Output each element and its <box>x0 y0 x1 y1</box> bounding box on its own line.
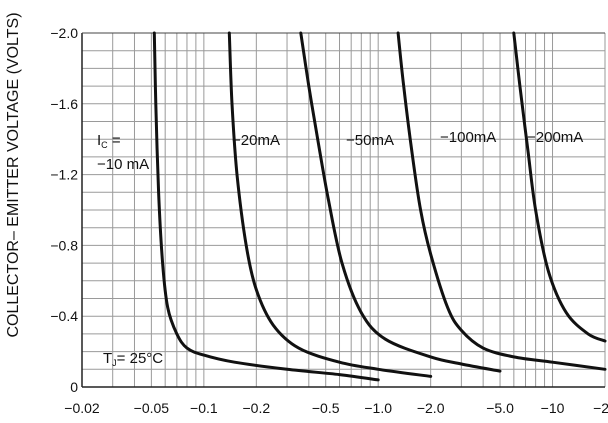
x-tick-label: −0.2 <box>243 400 271 416</box>
tj-annotation: TJ= 25°C <box>103 350 163 368</box>
series-label-10ma: −10 mA <box>97 156 149 173</box>
x-tick-label: −10 <box>541 400 565 416</box>
y-tick-label: −2.0 <box>50 25 78 41</box>
x-tick-label: −0.5 <box>312 400 340 416</box>
series-curve-1 <box>227 31 433 378</box>
x-tick-label: −0.05 <box>134 400 170 416</box>
x-tick-labels: −0.02 −0.05 −0.1 −0.2 −0.5 −1.0 −2.0 −5.0 −10 −20 <box>64 400 608 416</box>
x-tick-label: −0.1 <box>190 400 218 416</box>
ic-label: IC = <box>97 132 121 150</box>
x-tick-label: −20 <box>593 400 608 416</box>
y-tick-label: −0.8 <box>50 237 78 253</box>
y-tick-label: −0.4 <box>50 308 78 324</box>
series-curve-2 <box>299 31 502 373</box>
x-tick-label: −0.02 <box>64 400 100 416</box>
y-tick-labels: −2.0 −1.6 −1.2 −0.8 −0.4 0 <box>50 25 78 395</box>
series-curve-0 <box>152 31 380 382</box>
y-tick-label: −1.2 <box>50 167 78 183</box>
x-tick-label: −5.0 <box>486 400 514 416</box>
y-tick-label: −1.6 <box>50 96 78 112</box>
series-label-200ma: −200mA <box>527 129 583 146</box>
series-label-100ma: −100mA <box>440 129 496 146</box>
series-label-50ma: −50mA <box>346 132 394 149</box>
series-curve-3 <box>396 31 607 371</box>
y-axis-label: COLLECTOR– EMITTER VOLTAGE (VOLTS) <box>5 12 22 337</box>
curves <box>152 31 607 382</box>
x-tick-label: −2.0 <box>417 400 445 416</box>
series-label-20ma: −20mA <box>232 132 280 149</box>
series-curve-4 <box>512 31 607 343</box>
x-tick-label: −1.0 <box>364 400 392 416</box>
y-tick-label: 0 <box>70 379 78 395</box>
